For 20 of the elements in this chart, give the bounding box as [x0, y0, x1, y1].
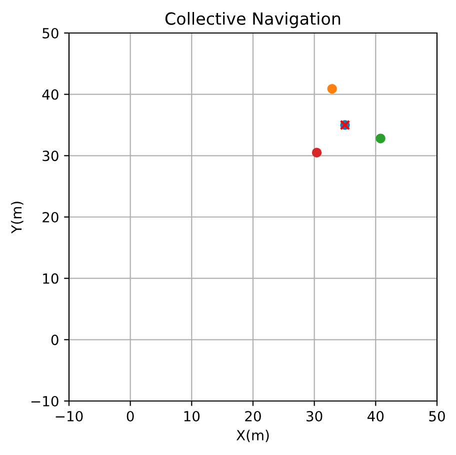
point — [376, 134, 386, 144]
point — [327, 84, 337, 94]
x-tick-label: 0 — [126, 410, 134, 422]
point — [312, 148, 322, 158]
y-tick-label: 30 — [42, 150, 58, 162]
y-tick-label: 20 — [42, 212, 58, 222]
x-tick-label: 10 — [184, 410, 200, 422]
x-axis-title: X(m) — [236, 430, 269, 442]
x-tick-label: −10 — [56, 410, 83, 422]
y-tick-label: 0 — [51, 334, 58, 346]
y-tick-label: 50 — [42, 28, 58, 38]
y-tick-label: −10 — [31, 396, 58, 406]
x-tick-label: 20 — [245, 410, 261, 422]
chart-title: Collective Navigation — [165, 12, 340, 28]
y-axis-title: Y(m) — [10, 202, 24, 234]
x-tick-label: 30 — [306, 410, 322, 422]
y-tick-label: 10 — [43, 273, 58, 284]
x-tick-label: 40 — [368, 410, 384, 422]
x-tick-label: 50 — [429, 410, 445, 422]
y-tick-label: 40 — [42, 89, 58, 100]
